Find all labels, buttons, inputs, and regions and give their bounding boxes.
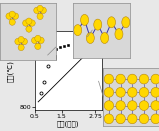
Circle shape xyxy=(104,74,114,84)
Circle shape xyxy=(151,114,159,124)
Circle shape xyxy=(139,114,149,124)
Circle shape xyxy=(104,87,114,97)
Circle shape xyxy=(9,19,15,25)
Circle shape xyxy=(37,13,43,20)
Circle shape xyxy=(23,20,29,26)
Circle shape xyxy=(128,87,137,97)
Circle shape xyxy=(128,101,137,110)
Circle shape xyxy=(35,35,41,42)
Circle shape xyxy=(139,74,149,84)
Circle shape xyxy=(26,26,32,32)
Circle shape xyxy=(104,114,114,124)
Circle shape xyxy=(81,14,89,25)
Circle shape xyxy=(115,29,123,40)
Circle shape xyxy=(94,19,102,30)
Circle shape xyxy=(116,114,125,124)
Circle shape xyxy=(31,37,38,43)
Circle shape xyxy=(40,7,46,13)
Circle shape xyxy=(139,101,149,110)
Circle shape xyxy=(151,101,159,110)
Circle shape xyxy=(6,13,12,19)
Circle shape xyxy=(18,44,24,51)
Circle shape xyxy=(86,32,94,43)
Circle shape xyxy=(116,87,125,97)
Circle shape xyxy=(74,25,82,36)
Circle shape xyxy=(38,37,44,43)
Circle shape xyxy=(116,74,125,84)
Circle shape xyxy=(21,38,28,45)
Circle shape xyxy=(35,43,41,50)
Circle shape xyxy=(101,32,109,43)
Circle shape xyxy=(139,87,149,97)
X-axis label: 圧力(気圧): 圧力(気圧) xyxy=(57,121,80,127)
Circle shape xyxy=(18,36,24,43)
Circle shape xyxy=(116,101,125,110)
Circle shape xyxy=(12,13,19,19)
Circle shape xyxy=(128,114,137,124)
Y-axis label: 温度(℃): 温度(℃) xyxy=(7,60,14,82)
Circle shape xyxy=(122,17,130,28)
Circle shape xyxy=(15,38,21,45)
Circle shape xyxy=(107,17,115,28)
Circle shape xyxy=(29,20,35,26)
Circle shape xyxy=(151,87,159,97)
Circle shape xyxy=(26,18,32,24)
Circle shape xyxy=(34,7,40,13)
Circle shape xyxy=(151,74,159,84)
Circle shape xyxy=(104,101,114,110)
Circle shape xyxy=(128,74,137,84)
Circle shape xyxy=(37,5,43,12)
Circle shape xyxy=(9,11,15,17)
